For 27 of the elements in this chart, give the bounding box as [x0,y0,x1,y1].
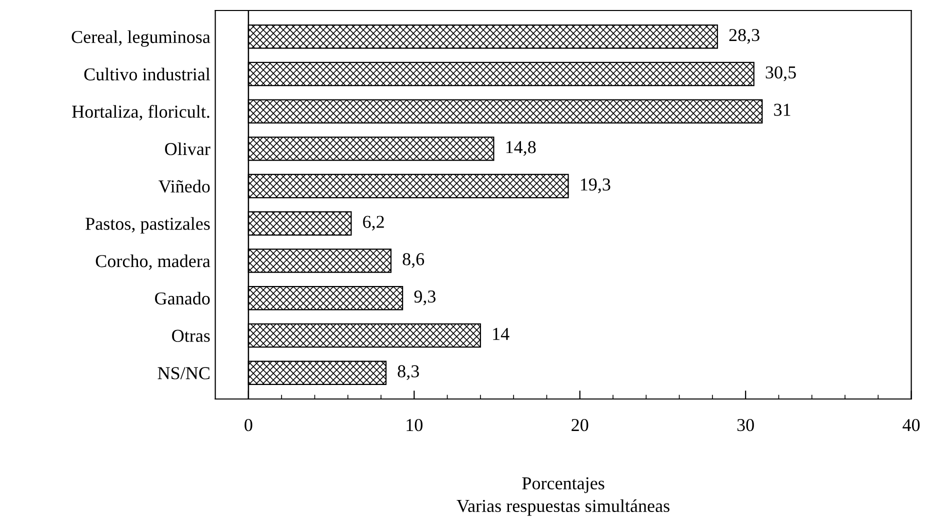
x-tick-label: 30 [737,418,754,432]
data-label: 6,2 [363,216,384,231]
data-label: 14 [493,328,510,340]
y-tick-label: Olivar [165,142,210,156]
y-tick-label: NS/NC [158,367,210,380]
data-label: 31 [774,104,790,116]
data-label: 19,3 [580,178,610,194]
y-tick-label: Cultivo industrial [84,68,210,80]
y-tick-label: Pastos, pastizales [86,217,210,234]
data-label: 30,5 [766,66,796,82]
y-tick-label: Corcho, madera [96,254,210,270]
x-tick-label: 10 [406,418,422,432]
y-tick-label: Cereal, leguminosa [72,30,210,47]
y-tick-label: Viñedo [158,180,210,193]
text: Varias respuestas simultáneas [456,499,670,516]
x-tick-label: 0 [244,418,252,432]
data-label: 28,3 [729,28,760,44]
y-tick-label: Hortaliza, floricult. [72,104,210,120]
x-axis-title: Porcentajes [522,477,604,494]
data-label: 8,3 [398,365,419,380]
data-label: 14,8 [506,141,536,156]
y-tick-label: Ganado [155,292,210,305]
x-tick-label: 20 [572,418,588,432]
x-tick-label: 40 [902,418,920,432]
data-label: 8,6 [402,253,424,268]
y-tick-label: Otras [172,330,210,342]
data-label: 9,3 [414,290,436,306]
